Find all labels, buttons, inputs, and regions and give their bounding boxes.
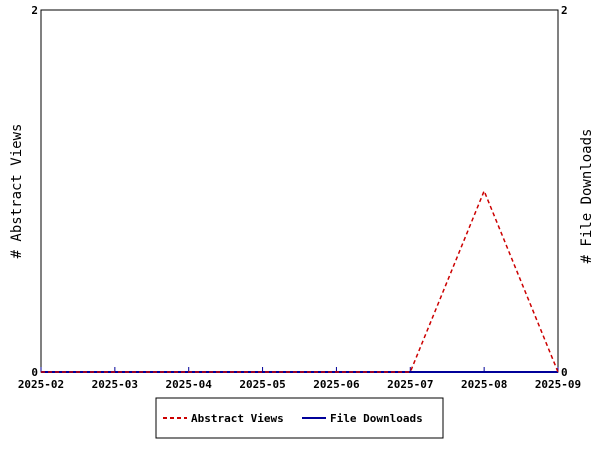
y-right-tick-label: 2 bbox=[561, 4, 568, 17]
legend-label-file-downloads: File Downloads bbox=[330, 412, 423, 425]
x-tick-label: 2025-06 bbox=[313, 378, 360, 391]
legend-label-abstract-views: Abstract Views bbox=[191, 412, 284, 425]
series-layer bbox=[41, 189, 559, 373]
x-tick-label: 2025-04 bbox=[166, 378, 213, 391]
y-left-tick-label: 0 bbox=[31, 366, 38, 379]
x-axis-ticks: 2025-02 2025-03 2025-04 2025-05 2025-06 2025-… bbox=[18, 367, 581, 391]
x-tick-label: 2025-08 bbox=[461, 378, 507, 391]
legend-box bbox=[155, 397, 444, 439]
series-line-abstract-views bbox=[41, 189, 559, 373]
x-tick-label: 2025-07 bbox=[387, 378, 433, 391]
y-axis-ticks: 0 2 0 2 bbox=[31, 4, 567, 379]
y-axis-right-title: # File Downloads bbox=[579, 129, 595, 264]
y-axis-left-title: # Abstract Views bbox=[9, 124, 25, 259]
x-tick-label: 2025-03 bbox=[92, 378, 138, 391]
y-right-tick-label: 0 bbox=[561, 366, 568, 379]
plot-area bbox=[40, 9, 559, 373]
x-tick-label: 2025-05 bbox=[239, 378, 285, 391]
x-tick-label: 2025-09 bbox=[535, 378, 581, 391]
y-left-tick-label: 2 bbox=[31, 4, 38, 17]
x-tick-label: 2025-02 bbox=[18, 378, 64, 391]
legend: Abstract Views File Downloads bbox=[155, 397, 444, 439]
